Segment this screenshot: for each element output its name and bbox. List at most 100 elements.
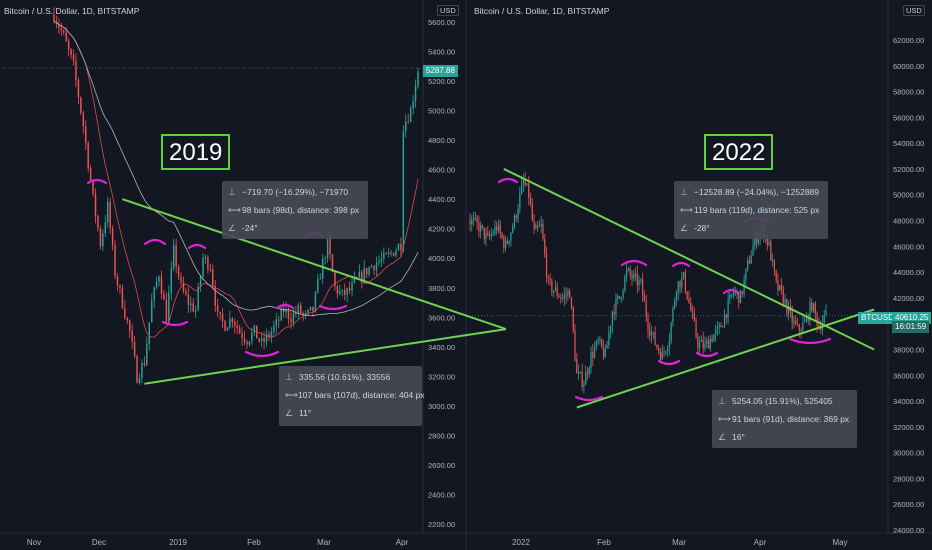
- measure-bars: 119 bars (119d), distance: 525 px: [694, 205, 820, 215]
- candle-body: [471, 219, 473, 225]
- candle-body: [496, 226, 498, 231]
- candle-body: [402, 131, 405, 251]
- left-ytick-label: 3400.00: [428, 343, 455, 352]
- candle-body: [387, 252, 390, 255]
- candle-body: [585, 372, 587, 385]
- candle-body: [670, 322, 672, 342]
- candle-body: [672, 307, 674, 323]
- candle-body: [290, 318, 292, 323]
- candle-body: [649, 330, 651, 336]
- left-chart-title: Bitcoin / U.S. Dollar, 1D, BITSTAMP: [4, 6, 140, 16]
- candle-body: [691, 310, 694, 313]
- left-ytick-label: 5000.00: [428, 107, 455, 116]
- candle-body: [373, 265, 375, 271]
- candle-body: [702, 339, 704, 349]
- left-pivot-arc: [86, 178, 108, 185]
- candle-body: [185, 291, 187, 295]
- candle-body: [481, 225, 484, 228]
- candle-body: [363, 268, 365, 282]
- candle-body: [599, 339, 601, 341]
- candle-body: [207, 257, 209, 270]
- candle-body: [58, 24, 60, 28]
- candle-body: [180, 276, 182, 283]
- candle-body: [825, 310, 827, 316]
- left-currency-badge[interactable]: USD: [437, 5, 459, 16]
- candle-body: [219, 311, 221, 314]
- right-measure-top: ⊥ −12528.89 (−24.04%), −1252889 ⟷ 119 bars…: [674, 181, 828, 239]
- left-ytick-label: 4400.00: [428, 195, 455, 204]
- candle-body: [378, 261, 380, 264]
- left-xtick-label: Apr: [396, 538, 409, 547]
- measure-bars: 98 bars (98d), distance: 398 px: [242, 205, 360, 215]
- candle-body: [537, 225, 539, 227]
- candle-body: [146, 343, 148, 366]
- left-ytick-label: 2800.00: [428, 431, 455, 440]
- candle-body: [779, 285, 781, 291]
- candle-body: [480, 225, 482, 232]
- right-pivot-arc: [497, 177, 519, 184]
- candle-body: [487, 232, 489, 235]
- candle-body: [579, 372, 581, 374]
- candle-body: [718, 325, 720, 327]
- right-currency-badge[interactable]: USD: [903, 5, 925, 16]
- candle-body: [273, 325, 275, 332]
- candle-body: [656, 344, 658, 348]
- candle-body: [182, 282, 185, 292]
- right-ascending-trendline: [576, 308, 875, 409]
- bars-icon: ⟷: [228, 204, 241, 215]
- candle-body: [604, 348, 606, 358]
- candle-body: [339, 290, 341, 294]
- candle-body: [365, 268, 368, 275]
- candle-body: [741, 291, 743, 294]
- candle-body: [688, 298, 690, 303]
- left-ytick-label: 2200.00: [428, 520, 455, 529]
- candle-body: [634, 273, 637, 275]
- left-pivot-arc: [187, 243, 207, 250]
- candle-body: [358, 271, 361, 278]
- candle-body: [766, 236, 768, 246]
- candle-body: [60, 27, 63, 31]
- left-pivot-arc: [161, 320, 189, 327]
- candle-body: [375, 263, 378, 271]
- candle-body: [407, 121, 409, 123]
- right-pivot-arc: [722, 288, 740, 295]
- left-descending-trendline: [122, 198, 507, 331]
- right-ytick-label: 44000.00: [893, 268, 924, 277]
- measure-change: 335.56 (10.61%), 33556: [299, 372, 391, 382]
- left-ytick-label: 3600.00: [428, 313, 455, 322]
- candle-body: [723, 314, 726, 327]
- right-ytick-label: 28000.00: [893, 474, 924, 483]
- left-ytick-label: 4000.00: [428, 254, 455, 263]
- candle-body: [409, 108, 412, 122]
- candle-body: [569, 290, 571, 298]
- candle-body: [684, 272, 686, 292]
- candle-body: [94, 193, 97, 217]
- measure-bars: 107 bars (107d), distance: 404 px: [297, 390, 425, 400]
- candle-body: [590, 352, 592, 369]
- candle-body: [572, 307, 574, 331]
- candle-body: [107, 201, 109, 223]
- candle-body: [483, 227, 485, 240]
- left-ytick-label: 2400.00: [428, 490, 455, 499]
- candle-body: [87, 143, 89, 169]
- candle-body: [202, 257, 204, 277]
- candle-body: [490, 234, 492, 237]
- right-pivot-arc: [695, 351, 719, 358]
- candle-body: [258, 338, 260, 342]
- candle-body: [304, 313, 307, 315]
- candle-body: [583, 384, 585, 387]
- measure-bars: 91 bars (91d), distance: 369 px: [732, 414, 850, 424]
- candle-body: [675, 291, 678, 301]
- right-pivot-arc: [788, 337, 832, 345]
- candle-body: [75, 60, 77, 81]
- candle-body: [263, 338, 265, 342]
- candle-body: [476, 217, 478, 223]
- candle-body: [814, 303, 816, 314]
- candle-body: [136, 356, 138, 383]
- candle-body: [97, 216, 99, 229]
- candle-body: [540, 224, 542, 226]
- candle-body: [729, 294, 731, 300]
- candle-body: [265, 333, 268, 342]
- left-xtick-label: Feb: [247, 538, 261, 547]
